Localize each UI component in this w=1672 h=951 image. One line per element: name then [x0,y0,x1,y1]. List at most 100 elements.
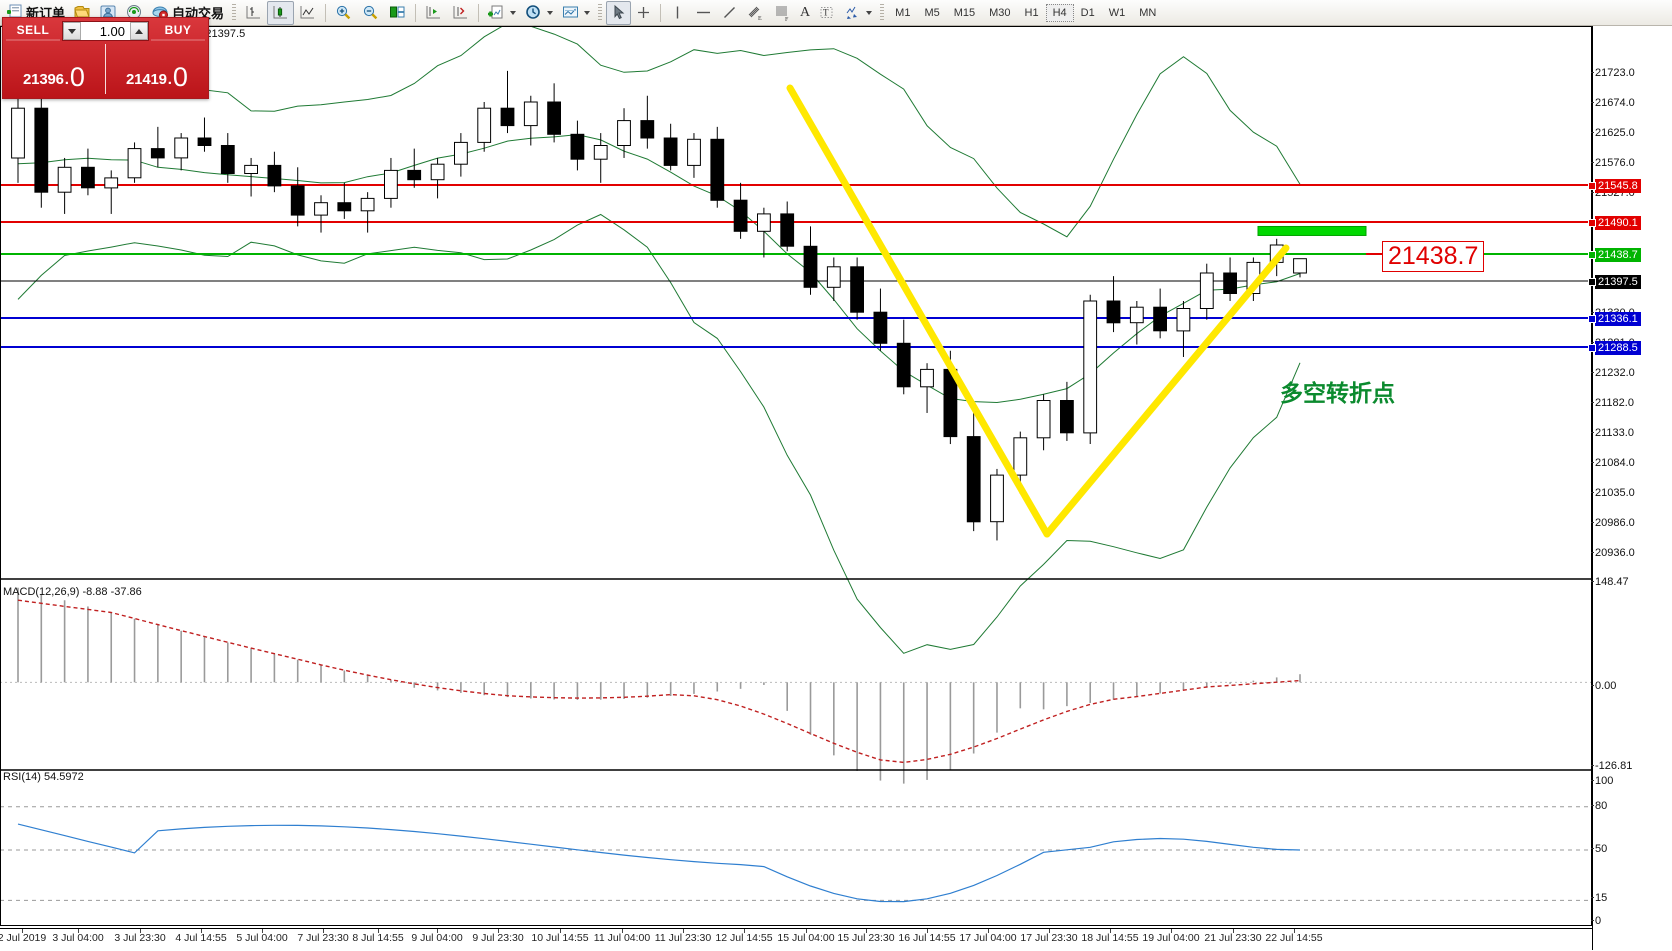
price-level-handle[interactable] [1588,344,1596,352]
text-label-tool-button[interactable]: T [814,1,839,25]
timeframe-m1[interactable]: M1 [895,6,911,19]
bar-chart-button[interactable] [240,1,267,25]
crosshair-tool-button[interactable] [631,1,656,25]
text-a-icon: A [800,4,811,20]
order-panel-top: SELL 1.00 BUY [3,18,208,44]
toolbar-grip-3[interactable] [880,3,885,22]
price-tick: 21625.0 [1591,127,1635,139]
time-axis-tick [927,929,928,933]
new-order-icon [7,4,22,18]
fibonacci-tool-button[interactable]: F [769,1,796,25]
chart-shift-button[interactable] [420,1,447,25]
chevron-down-icon-3[interactable] [584,10,591,15]
volume-value[interactable]: 1.00 [99,23,125,39]
new-chart-button[interactable] [483,1,520,25]
indicator-scale-tick: 0.00 [1590,680,1617,692]
price-level-handle[interactable] [1588,278,1596,286]
timeframe-mn[interactable]: MN [1139,6,1157,19]
time-axis-tick [744,929,745,933]
mql-community-button[interactable] [95,1,121,25]
price-level-handle[interactable] [1588,251,1596,259]
tile-windows-button[interactable] [384,1,411,25]
price-level-tag-pivot[interactable]: 21438.7 [1595,248,1641,262]
price-level-tag-support[interactable]: 21336.1 [1595,312,1641,326]
toolbar-separator-4 [660,3,662,22]
chevron-down-icon-2[interactable] [547,10,554,15]
volume-decrement-button[interactable] [63,22,81,40]
timeframe-h4[interactable]: H4 [1045,3,1074,22]
zoom-out-button[interactable] [357,1,384,25]
vertical-line-tool-button[interactable] [665,1,690,25]
caret-up-icon [135,28,143,34]
price-level-handle[interactable] [1588,219,1596,227]
indicators-button[interactable] [557,1,594,25]
timeframe-d1[interactable]: D1 [1080,6,1095,19]
price-level-handle[interactable] [1588,182,1596,190]
chart-autoscroll-button[interactable] [447,1,474,25]
order-panel-divider [105,44,106,94]
sell-price-button[interactable]: 21396. 0 [3,44,105,94]
time-axis-tick [262,929,263,933]
equidistant-channel-button[interactable]: E [742,1,769,25]
price-level-tag-resistance[interactable]: 21545.8 [1595,179,1641,193]
timeframe-m5[interactable]: M5 [924,6,940,19]
time-axis-tick [1110,929,1111,933]
timeframe-m30[interactable]: M30 [989,6,1011,19]
toolbar-grip[interactable] [232,3,237,22]
rsi-line [17,823,1301,903]
bar-chart-icon [246,6,261,19]
yellow-trendlines[interactable] [786,84,1290,538]
toolbar-grip-2[interactable] [598,3,603,22]
buy-price-button[interactable]: 21419. 0 [106,44,208,94]
price-level-tag-resistance[interactable]: 21490.1 [1595,216,1641,230]
indicator-scale-tick: 100 [1590,775,1614,787]
buy-price-integer: 21419 [126,71,167,88]
zoom-in-button[interactable] [330,1,357,25]
chart-area[interactable]: JPN225-,H4 21375.0 21397.5 21367.5 21397… [0,22,1672,951]
time-axis-tick [140,929,141,933]
period-button[interactable] [520,1,557,25]
time-axis-label: 11 Jul 04:00 [593,932,651,944]
indicator-scale-tick: 0 [1590,915,1602,927]
time-axis-tick [1049,929,1050,933]
clock-icon [526,5,540,19]
text-tool-button[interactable]: A [796,1,814,25]
trendline-icon [724,7,736,18]
chevron-down-icon-4[interactable] [866,10,873,15]
timeframe-w1[interactable]: W1 [1108,6,1126,19]
order-panel-prices: 21396. 0 21419. 0 [3,44,208,94]
crosshair-icon [638,7,650,18]
price-tick: 20986.0 [1591,517,1635,529]
time-axis-tick [622,929,623,933]
candlestick-chart-button[interactable] [267,0,295,25]
time-axis-label: 17 Jul 23:30 [1020,932,1078,944]
autoscroll-icon [453,6,468,19]
one-click-trading-panel[interactable]: SELL 1.00 BUY 21396. 0 21419. 0 [2,17,209,99]
time-axis-tick [806,929,807,933]
price-level-tag-current[interactable]: 21397.5 [1595,275,1641,289]
timeframe-h1[interactable]: H1 [1024,6,1039,19]
chart-shift-icon [426,6,441,19]
price-level-lines[interactable] [0,184,1592,348]
candlestick-chart-icon [273,6,288,19]
timeframe-m15[interactable]: M15 [953,6,976,19]
arrows-tool-button[interactable] [839,1,876,25]
chevron-down-icon[interactable] [510,10,517,15]
sell-label[interactable]: SELL [6,21,60,41]
price-axis[interactable]: 21723.021674.021625.021576.021527.021477… [1588,26,1672,950]
toolbar-separator-3 [478,3,480,22]
line-chart-button[interactable] [294,1,321,25]
buy-label[interactable]: BUY [151,21,205,41]
price-level-tag-support[interactable]: 21288.5 [1595,341,1641,355]
cursor-tool-button[interactable] [606,0,632,25]
turning-point-annotation: 多空转折点 [1280,380,1395,406]
price-level-handle[interactable] [1588,315,1596,323]
trendline-tool-button[interactable] [717,1,742,25]
time-axis-tick [560,929,561,933]
horizontal-line-tool-button[interactable] [690,1,717,25]
volume-increment-button[interactable] [130,22,148,40]
time-axis[interactable]: 2 Jul 2019 3 Jul 04:00 3 Jul 23:30 4 Jul 14… [0,928,1592,951]
pivot-marker[interactable] [1257,225,1367,236]
price-plot[interactable] [0,22,1592,926]
volume-stepper[interactable]: 1.00 [62,21,149,41]
